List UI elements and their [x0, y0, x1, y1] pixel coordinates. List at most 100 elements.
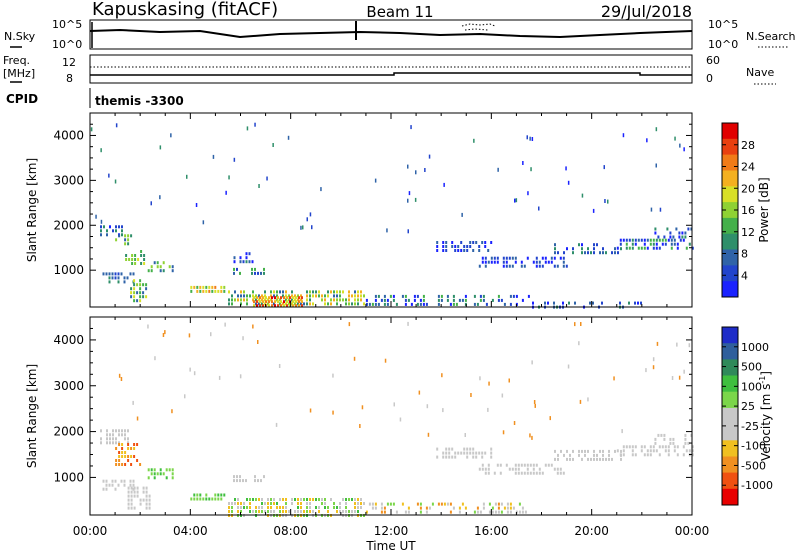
power-cell — [315, 294, 317, 298]
velocity-cell — [448, 451, 451, 455]
velocity-cell — [497, 502, 500, 506]
velocity-cell — [270, 510, 272, 513]
power-cell — [416, 302, 419, 306]
power-sparse-cell — [646, 138, 648, 143]
power-sparse-cell — [159, 195, 161, 200]
power-cell — [259, 304, 261, 308]
power-cell — [249, 294, 251, 298]
power-cell — [239, 256, 242, 260]
velocity-cell — [497, 510, 500, 514]
velocity-cell — [354, 502, 356, 505]
velocity-cell — [445, 455, 448, 459]
power-cell — [264, 294, 266, 298]
velocity-sparse-cell — [332, 410, 334, 415]
velocity-cell — [493, 471, 496, 475]
power-cell — [150, 265, 153, 269]
power-cell — [374, 302, 377, 306]
power-sparse-cell — [655, 163, 657, 168]
power-cell — [592, 301, 594, 305]
power-cell — [460, 241, 463, 244]
power-cell — [339, 290, 341, 294]
velocity-colorbar: 1000 500 100 25 -25 -100 -500 -1000 — [721, 326, 773, 506]
velocity-sparse-cell — [162, 333, 165, 337]
velocity-cell — [691, 449, 694, 453]
velocity-cell — [631, 453, 634, 457]
power-cell — [407, 298, 410, 302]
power-cell — [134, 262, 137, 265]
power-cell — [544, 256, 547, 260]
power-cell — [255, 298, 257, 302]
velocity-cell — [309, 506, 311, 509]
velocity-cell — [654, 441, 657, 445]
power-cell — [374, 298, 377, 302]
velocity-sparse-cell — [427, 432, 430, 437]
velocity-cell — [114, 487, 117, 491]
velocity-cell — [345, 506, 347, 509]
power-cell — [535, 264, 538, 268]
power-cell — [114, 272, 117, 276]
power-cell — [568, 301, 570, 305]
power-cell — [345, 302, 347, 306]
velocity-cell — [148, 502, 151, 506]
power-cell — [301, 304, 303, 308]
velocity-cbar-label-close: ] — [759, 371, 773, 376]
power-cell — [365, 298, 368, 302]
power-colorbar-swatch — [722, 154, 738, 171]
velocity-cell — [127, 506, 130, 510]
power-cell — [303, 302, 305, 306]
velocity-cell — [127, 494, 130, 498]
velocity-cell — [109, 433, 111, 437]
velocity-cell — [491, 510, 494, 514]
velocity-sparse-cell — [136, 416, 139, 421]
velocity-cell — [273, 502, 275, 505]
velocity-cell — [300, 502, 302, 505]
velocity-sparse-cell — [348, 322, 351, 327]
power-sparse-cell — [195, 203, 198, 207]
power-cell — [637, 301, 639, 305]
power-cell — [120, 272, 123, 276]
velocity-colorbar-swatch — [722, 375, 738, 393]
power-cell — [628, 238, 631, 242]
power-cell — [404, 294, 407, 298]
power-cell — [658, 246, 661, 250]
velocity-cell — [490, 455, 493, 459]
velocity-cell — [233, 479, 235, 483]
velocity-cell — [354, 510, 356, 513]
power-cell — [156, 265, 159, 269]
velocity-colorbar-label: 100 — [741, 380, 762, 393]
nsearch-tick-top: 10^5 — [708, 18, 738, 31]
power-sparse-cell — [497, 167, 499, 172]
power-sparse-cell — [604, 199, 606, 203]
power-cell — [360, 290, 362, 294]
velocity-cell — [664, 449, 667, 453]
velocity-cell — [245, 479, 247, 483]
power-cell — [248, 260, 251, 264]
velocity-cell — [649, 445, 652, 449]
velocity-cell — [380, 506, 383, 510]
power-cell — [559, 256, 562, 260]
power-cell — [404, 302, 407, 306]
velocity-sparse-cell — [470, 393, 472, 397]
freq-panel-frame — [89, 54, 693, 84]
power-cell — [611, 251, 613, 255]
power-cell — [446, 298, 449, 302]
power-cell — [142, 295, 145, 299]
power-cell — [354, 298, 356, 302]
power-cell — [478, 264, 481, 268]
power-cell — [404, 298, 407, 302]
velocity-cell — [357, 502, 359, 505]
power-cell — [127, 242, 130, 246]
velocity-cell — [484, 471, 487, 475]
velocity-cell — [258, 510, 260, 513]
power-cell — [496, 256, 499, 260]
power-cell — [357, 290, 359, 294]
power-cell — [496, 260, 499, 264]
velocity-sparse-cell — [587, 397, 589, 402]
power-colorbar-swatch — [722, 249, 738, 266]
velocity-sparse-cell — [120, 377, 123, 381]
power-ylabel: Slant Range [km] — [25, 158, 39, 262]
power-cell — [587, 251, 589, 255]
power-cell — [484, 256, 487, 260]
velocity-sparse-cell — [580, 322, 582, 326]
velocity-cell — [220, 493, 223, 497]
